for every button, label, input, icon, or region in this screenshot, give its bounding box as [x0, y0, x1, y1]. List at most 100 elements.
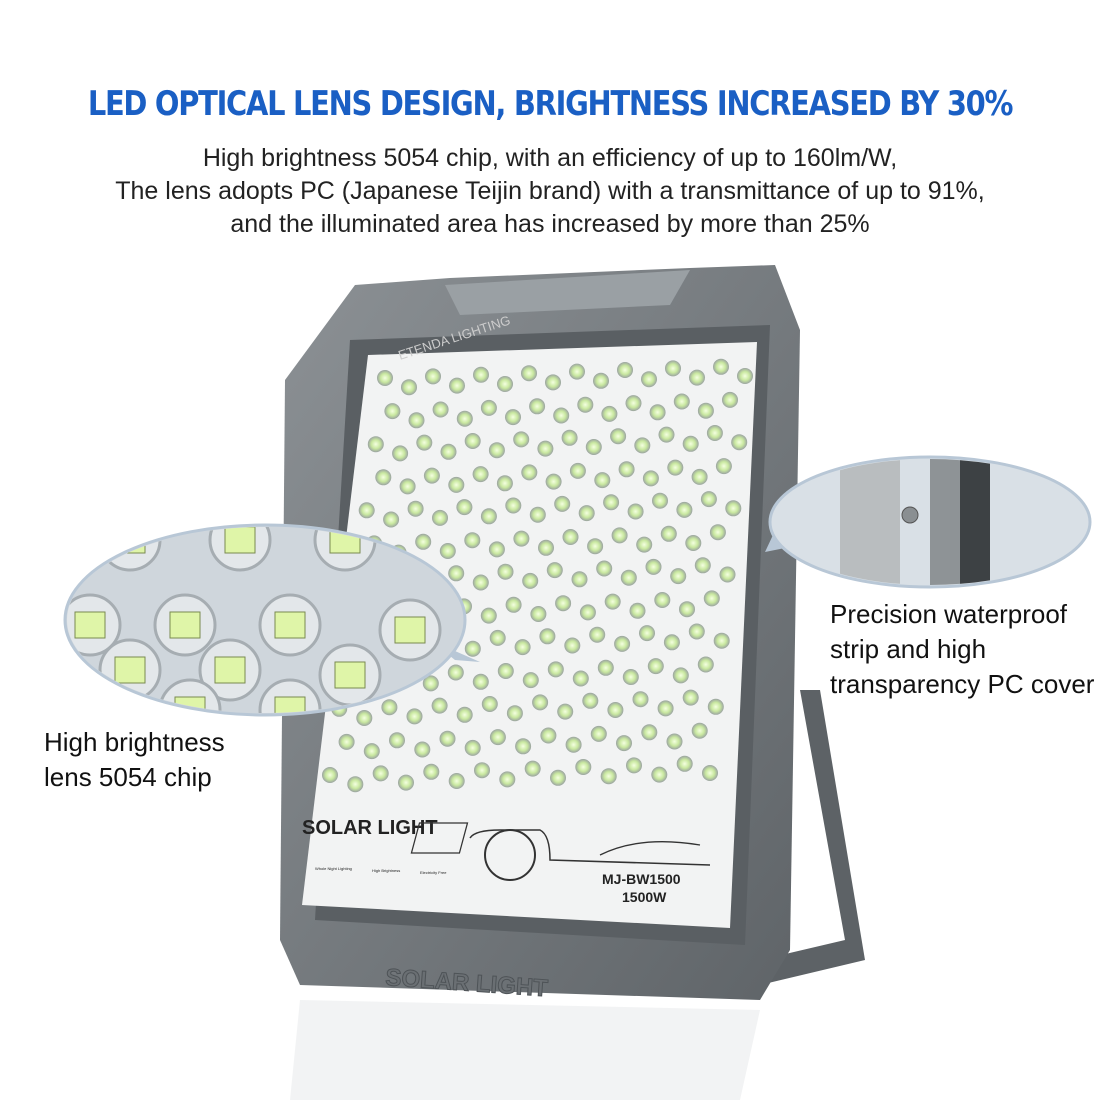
- caption-left-line: High brightness: [44, 727, 225, 757]
- led-chip: [505, 497, 522, 514]
- led-chip: [473, 366, 489, 383]
- led-chip: [422, 675, 439, 692]
- zoomed-led-chip: [169, 611, 201, 639]
- led-chip: [505, 596, 522, 613]
- led-chip: [423, 763, 440, 780]
- led-chip: [440, 443, 457, 460]
- led-chip: [456, 706, 473, 723]
- led-chip: [449, 377, 465, 394]
- led-chip: [522, 572, 539, 589]
- led-chip: [707, 698, 724, 715]
- led-chip: [627, 503, 644, 520]
- led-chip: [713, 632, 730, 649]
- caption-right: Precision waterproof strip and high tran…: [830, 597, 1094, 702]
- led-chip: [381, 699, 398, 716]
- feature-electricity-free: Electricity Free: [420, 870, 447, 875]
- led-chip: [676, 755, 693, 772]
- led-chip: [697, 656, 714, 673]
- led-chip: [505, 409, 521, 426]
- led-chip: [546, 562, 563, 579]
- led-chip: [666, 733, 683, 750]
- led-chip: [398, 774, 414, 791]
- led-chip: [665, 360, 681, 377]
- headline: LED OPTICAL LENS DESIGN, BRIGHTNESS INCR…: [87, 84, 1014, 124]
- led-chip: [634, 437, 651, 454]
- led-chip: [569, 462, 586, 479]
- led-chip: [626, 757, 642, 774]
- led-chip: [622, 669, 639, 685]
- led-chip: [691, 468, 708, 485]
- led-chip: [557, 703, 574, 720]
- led-chip: [480, 399, 497, 416]
- led-chip: [497, 376, 513, 392]
- led-chip: [709, 524, 726, 541]
- led-chip: [416, 434, 433, 451]
- led-chip: [550, 769, 566, 786]
- led-chip: [497, 563, 514, 580]
- led-chip: [658, 426, 675, 443]
- led-chip: [372, 765, 389, 782]
- led-chip: [577, 396, 594, 413]
- led-chip: [530, 606, 547, 622]
- label-model: MJ-BW1500: [602, 871, 681, 887]
- feature-whole-night: Whole Night Lighting: [315, 866, 352, 871]
- led-chip: [439, 730, 456, 747]
- led-chip: [620, 569, 637, 586]
- led-chip: [432, 401, 449, 418]
- led-chip: [600, 768, 617, 785]
- zoomed-led-chip: [394, 616, 426, 644]
- led-chip: [555, 595, 572, 612]
- led-chip: [616, 735, 632, 752]
- led-chip: [647, 658, 664, 675]
- zoomed-led-chip: [334, 661, 366, 689]
- led-chip: [651, 766, 668, 783]
- caption-right-line: strip and high: [830, 634, 987, 664]
- led-chip: [425, 368, 441, 385]
- led-chip: [629, 602, 646, 619]
- led-chip: [423, 467, 440, 484]
- led-chip: [652, 492, 668, 509]
- caption-left: High brightness lens 5054 chip: [44, 725, 225, 795]
- led-chip: [561, 429, 578, 446]
- led-chip: [513, 530, 530, 547]
- housing-top-handle: [445, 270, 690, 315]
- led-chip: [639, 625, 655, 642]
- led-chip: [663, 634, 680, 651]
- led-chip: [670, 568, 687, 585]
- led-chip: [432, 509, 448, 526]
- led-chip: [649, 404, 666, 421]
- zoomed-waterproof-strip: [840, 459, 990, 585]
- led-chip: [414, 741, 431, 758]
- led-chip: [480, 508, 497, 525]
- zoomed-led-chip: [74, 611, 106, 639]
- led-chip: [547, 661, 564, 678]
- led-chip: [529, 506, 546, 523]
- led-chip: [499, 771, 516, 788]
- subtext-line-1: High brightness 5054 chip, with an effic…: [202, 144, 898, 172]
- led-chip: [524, 760, 541, 777]
- led-chip: [603, 494, 620, 511]
- led-chip: [641, 724, 658, 741]
- led-chip: [587, 538, 604, 555]
- led-chip: [375, 469, 392, 486]
- led-chip: [632, 691, 649, 708]
- led-chip: [356, 710, 373, 726]
- led-chip: [521, 365, 537, 382]
- led-chip: [408, 412, 425, 429]
- led-chip: [538, 539, 554, 556]
- led-chip: [645, 558, 662, 575]
- label-title: SOLAR LIGHT: [302, 817, 438, 839]
- led-chip: [694, 557, 711, 574]
- led-chip: [667, 459, 684, 476]
- led-chip: [590, 725, 607, 742]
- led-chip: [522, 672, 539, 689]
- led-chip: [464, 640, 481, 657]
- zoomed-led-chip: [274, 611, 306, 639]
- led-chip: [703, 590, 720, 607]
- led-chip: [515, 738, 532, 755]
- led-chip: [464, 433, 481, 449]
- led-chip: [607, 702, 624, 718]
- led-chip: [618, 461, 635, 478]
- led-chip: [593, 372, 609, 389]
- led-chip: [488, 541, 505, 558]
